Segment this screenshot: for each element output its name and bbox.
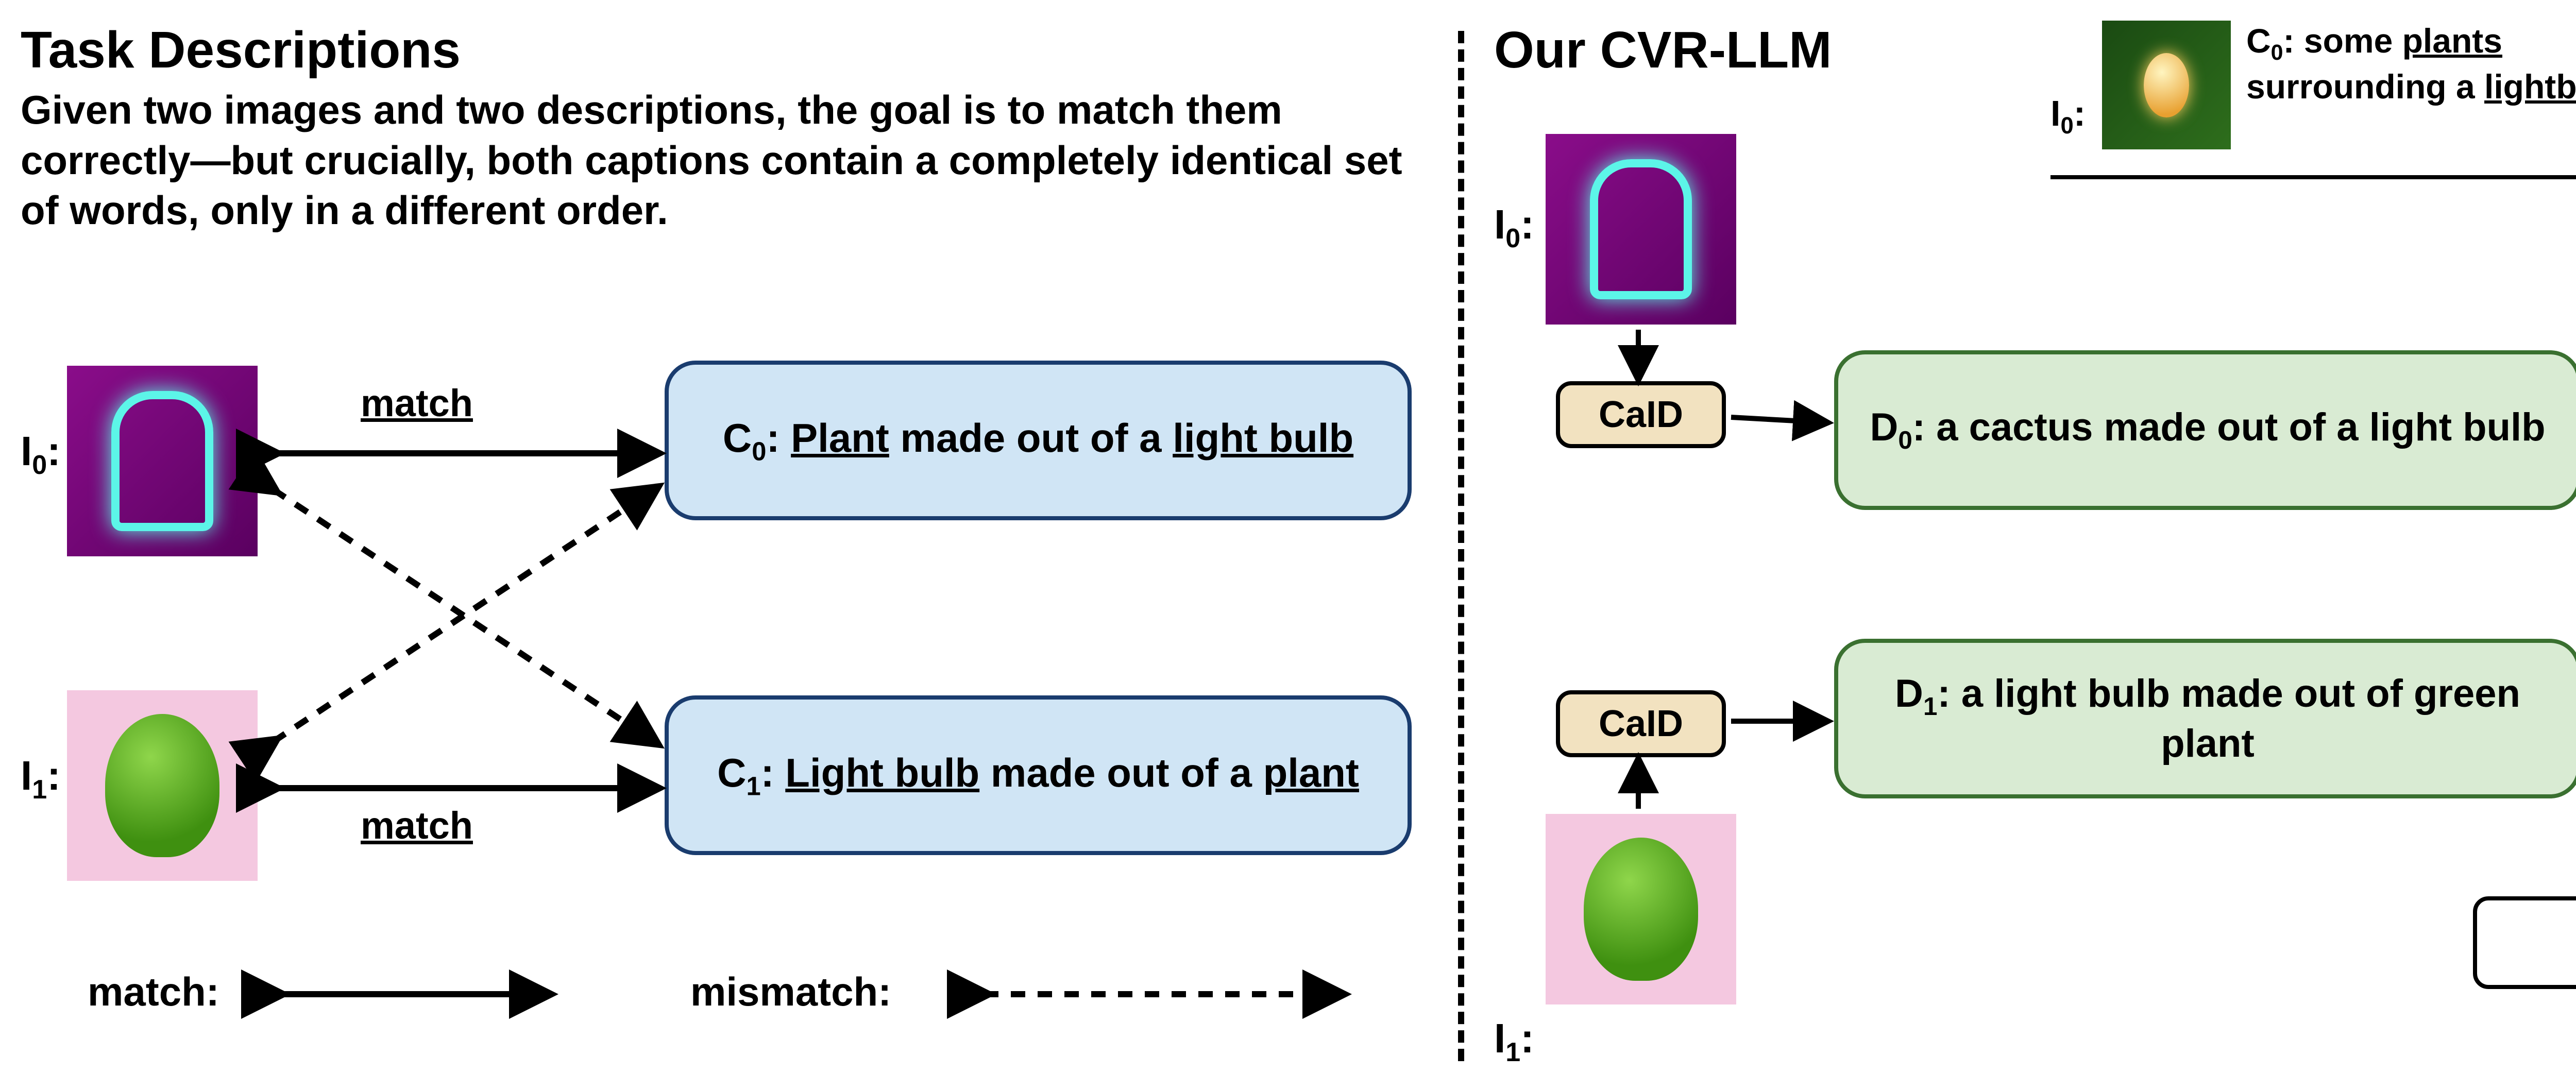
left-legend-mismatch: mismatch:: [690, 968, 891, 1015]
right-title: Our CVR-LLM: [1494, 21, 1832, 80]
right-i1-label: I1:: [1494, 1015, 1534, 1068]
output-box: D0 match C0 , D1 match C1: [2473, 896, 2576, 989]
caid-1-box: CaID: [1556, 690, 1726, 757]
left-description: Given two images and two descriptions, t…: [21, 85, 1437, 236]
d0-box: D0: a cactus made out of a light bulb: [1834, 350, 2576, 510]
right-i1-image: [1546, 814, 1736, 1004]
cvr-llm-panel: Our CVR-LLM I0: I1: CaID CaID D0: a cact…: [1494, 21, 2576, 1066]
left-match-top: match: [361, 381, 473, 425]
left-i0-image: [67, 366, 258, 556]
left-c1-box: C1: Light bulb made out of a plant: [665, 695, 1412, 855]
icl-c0-text: C0: some plants surrounding a lightbulb: [2246, 21, 2576, 107]
caid-0-box: CaID: [1556, 381, 1726, 448]
panel-divider: [1458, 31, 1464, 1061]
icl-i0-image: [2102, 21, 2231, 149]
left-i1-image: [67, 690, 258, 881]
icl-i0-lbl: I0:: [2050, 93, 2086, 139]
d1-box: D1: a light bulb made out of green plant: [1834, 639, 2576, 798]
right-i0-image: [1546, 134, 1736, 325]
left-match-bottom: match: [361, 804, 473, 847]
right-i0-label: I0:: [1494, 201, 1534, 254]
left-title: Task Descriptions: [21, 21, 1437, 80]
left-c0-box: C0: Plant made out of a light bulb: [665, 361, 1412, 520]
left-legend-match: match:: [88, 968, 219, 1015]
left-i0-label: I0:: [21, 428, 61, 481]
icl-underline: [2050, 175, 2576, 179]
left-i1-label: I1:: [21, 752, 61, 805]
task-descriptions-panel: Task Descriptions Given two images and t…: [21, 21, 1437, 1066]
